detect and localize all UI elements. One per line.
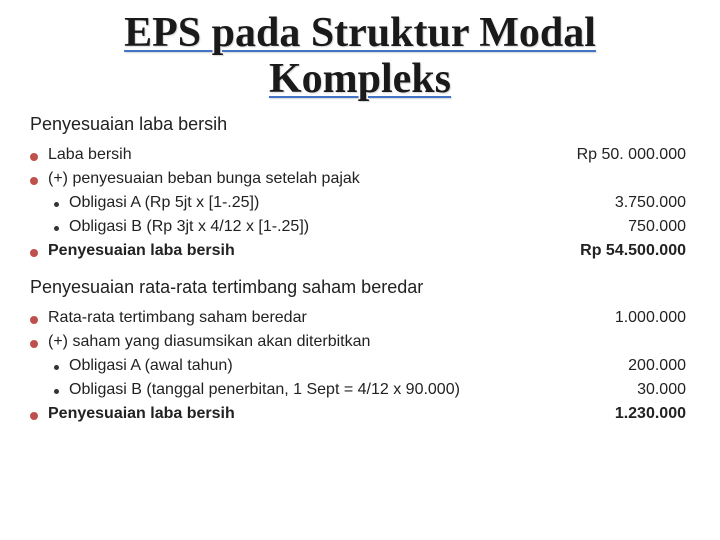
bullet-icon bbox=[54, 389, 59, 394]
section2-heading: Penyesuaian rata-rata tertimbang saham b… bbox=[30, 277, 690, 298]
section1-heading: Penyesuaian laba bersih bbox=[30, 114, 690, 135]
section1-value: Rp 50. 000.000 bbox=[540, 146, 690, 164]
section1-label: (+) penyesuaian beban bunga setelah paja… bbox=[48, 170, 540, 188]
section2-value: 200.000 bbox=[540, 357, 690, 375]
section1-table: Laba bersihRp 50. 000.000(+) penyesuaian… bbox=[30, 143, 690, 263]
bullet-icon bbox=[30, 249, 38, 257]
section1-row: Obligasi B (Rp 3jt x 4/12 x [1-.25])750.… bbox=[30, 215, 690, 239]
section1-row: (+) penyesuaian beban bunga setelah paja… bbox=[30, 167, 690, 191]
bullet-icon bbox=[30, 177, 38, 185]
section1-row: Obligasi A (Rp 5jt x [1-.25])3.750.000 bbox=[30, 191, 690, 215]
section2-label: Obligasi A (awal tahun) bbox=[69, 357, 540, 375]
bullet-icon bbox=[30, 153, 38, 161]
section2-table: Rata-rata tertimbang saham beredar1.000.… bbox=[30, 306, 690, 426]
title-line-1: EPS pada Struktur Modal bbox=[124, 10, 596, 56]
section2-row: Obligasi B (tanggal penerbitan, 1 Sept =… bbox=[30, 378, 690, 402]
section1-value: 750.000 bbox=[540, 218, 690, 236]
bullet-icon bbox=[30, 316, 38, 324]
title-line-2: Kompleks bbox=[269, 56, 451, 102]
section2-row: Penyesuaian laba bersih1.230.000 bbox=[30, 402, 690, 426]
section1-value: 3.750.000 bbox=[540, 194, 690, 212]
bullet-icon bbox=[30, 340, 38, 348]
section2-row: Rata-rata tertimbang saham beredar1.000.… bbox=[30, 306, 690, 330]
section1-label: Obligasi B (Rp 3jt x 4/12 x [1-.25]) bbox=[69, 218, 540, 236]
section2-label: (+) saham yang diasumsikan akan diterbit… bbox=[48, 333, 540, 351]
section1-label: Laba bersih bbox=[48, 146, 540, 164]
section1-label: Obligasi A (Rp 5jt x [1-.25]) bbox=[69, 194, 540, 212]
section2-label: Obligasi B (tanggal penerbitan, 1 Sept =… bbox=[69, 381, 540, 399]
section2-value: 1.000.000 bbox=[540, 309, 690, 327]
section1-row: Penyesuaian laba bersihRp 54.500.000 bbox=[30, 239, 690, 263]
section2-value: 30.000 bbox=[540, 381, 690, 399]
slide-title: EPS pada Struktur Modal Kompleks bbox=[30, 10, 690, 102]
section2-row: Obligasi A (awal tahun)200.000 bbox=[30, 354, 690, 378]
section2-row: (+) saham yang diasumsikan akan diterbit… bbox=[30, 330, 690, 354]
bullet-icon bbox=[54, 226, 59, 231]
section1-row: Laba bersihRp 50. 000.000 bbox=[30, 143, 690, 167]
bullet-icon bbox=[54, 365, 59, 370]
section2-label: Rata-rata tertimbang saham beredar bbox=[48, 309, 540, 327]
section1-value: Rp 54.500.000 bbox=[540, 242, 690, 260]
section2-value: 1.230.000 bbox=[540, 405, 690, 423]
section1-label: Penyesuaian laba bersih bbox=[48, 242, 540, 260]
bullet-icon bbox=[30, 412, 38, 420]
section2-label: Penyesuaian laba bersih bbox=[48, 405, 540, 423]
bullet-icon bbox=[54, 202, 59, 207]
